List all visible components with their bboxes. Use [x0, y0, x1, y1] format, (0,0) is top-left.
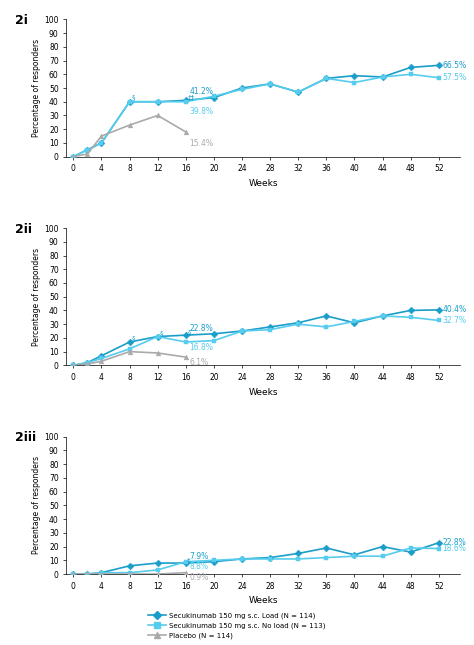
- Text: 41.2%: 41.2%: [189, 86, 213, 95]
- Text: 66.5%: 66.5%: [442, 61, 466, 70]
- Y-axis label: Percentage of responders: Percentage of responders: [32, 248, 41, 346]
- Y-axis label: Percentage of responders: Percentage of responders: [32, 456, 41, 555]
- Text: 6.1%: 6.1%: [189, 358, 209, 367]
- Text: 40.4%: 40.4%: [442, 305, 466, 314]
- Text: 2i: 2i: [15, 14, 28, 27]
- Text: §: §: [132, 335, 135, 342]
- Text: 39.8%: 39.8%: [189, 107, 213, 116]
- Text: ††: ††: [188, 94, 195, 100]
- Y-axis label: Percentage of responders: Percentage of responders: [32, 39, 41, 137]
- Text: 2ii: 2ii: [15, 223, 32, 235]
- Text: 16.8%: 16.8%: [189, 342, 213, 352]
- Text: ‡: ‡: [186, 558, 190, 564]
- Text: §: §: [188, 329, 191, 335]
- Text: §: §: [132, 95, 135, 101]
- Text: 7.9%: 7.9%: [189, 552, 209, 561]
- Text: 32.7%: 32.7%: [442, 316, 466, 325]
- Text: §: §: [160, 330, 164, 336]
- Text: 2iii: 2iii: [15, 432, 36, 444]
- Text: 18.6%: 18.6%: [442, 544, 466, 553]
- X-axis label: Weeks: Weeks: [248, 388, 278, 397]
- X-axis label: Weeks: Weeks: [248, 596, 278, 605]
- Text: 57.5%: 57.5%: [442, 73, 466, 82]
- Text: 8.8%: 8.8%: [189, 562, 208, 571]
- Text: 22.8%: 22.8%: [442, 538, 466, 547]
- Text: 15.4%: 15.4%: [189, 139, 213, 148]
- Text: 0.9%: 0.9%: [189, 573, 209, 582]
- Legend: Secukinumab 150 mg s.c. Load (N = 114), Secukinumab 150 mg s.c. No load (N = 113: Secukinumab 150 mg s.c. Load (N = 114), …: [146, 611, 328, 642]
- X-axis label: Weeks: Weeks: [248, 179, 278, 188]
- Text: 22.8%: 22.8%: [189, 324, 213, 333]
